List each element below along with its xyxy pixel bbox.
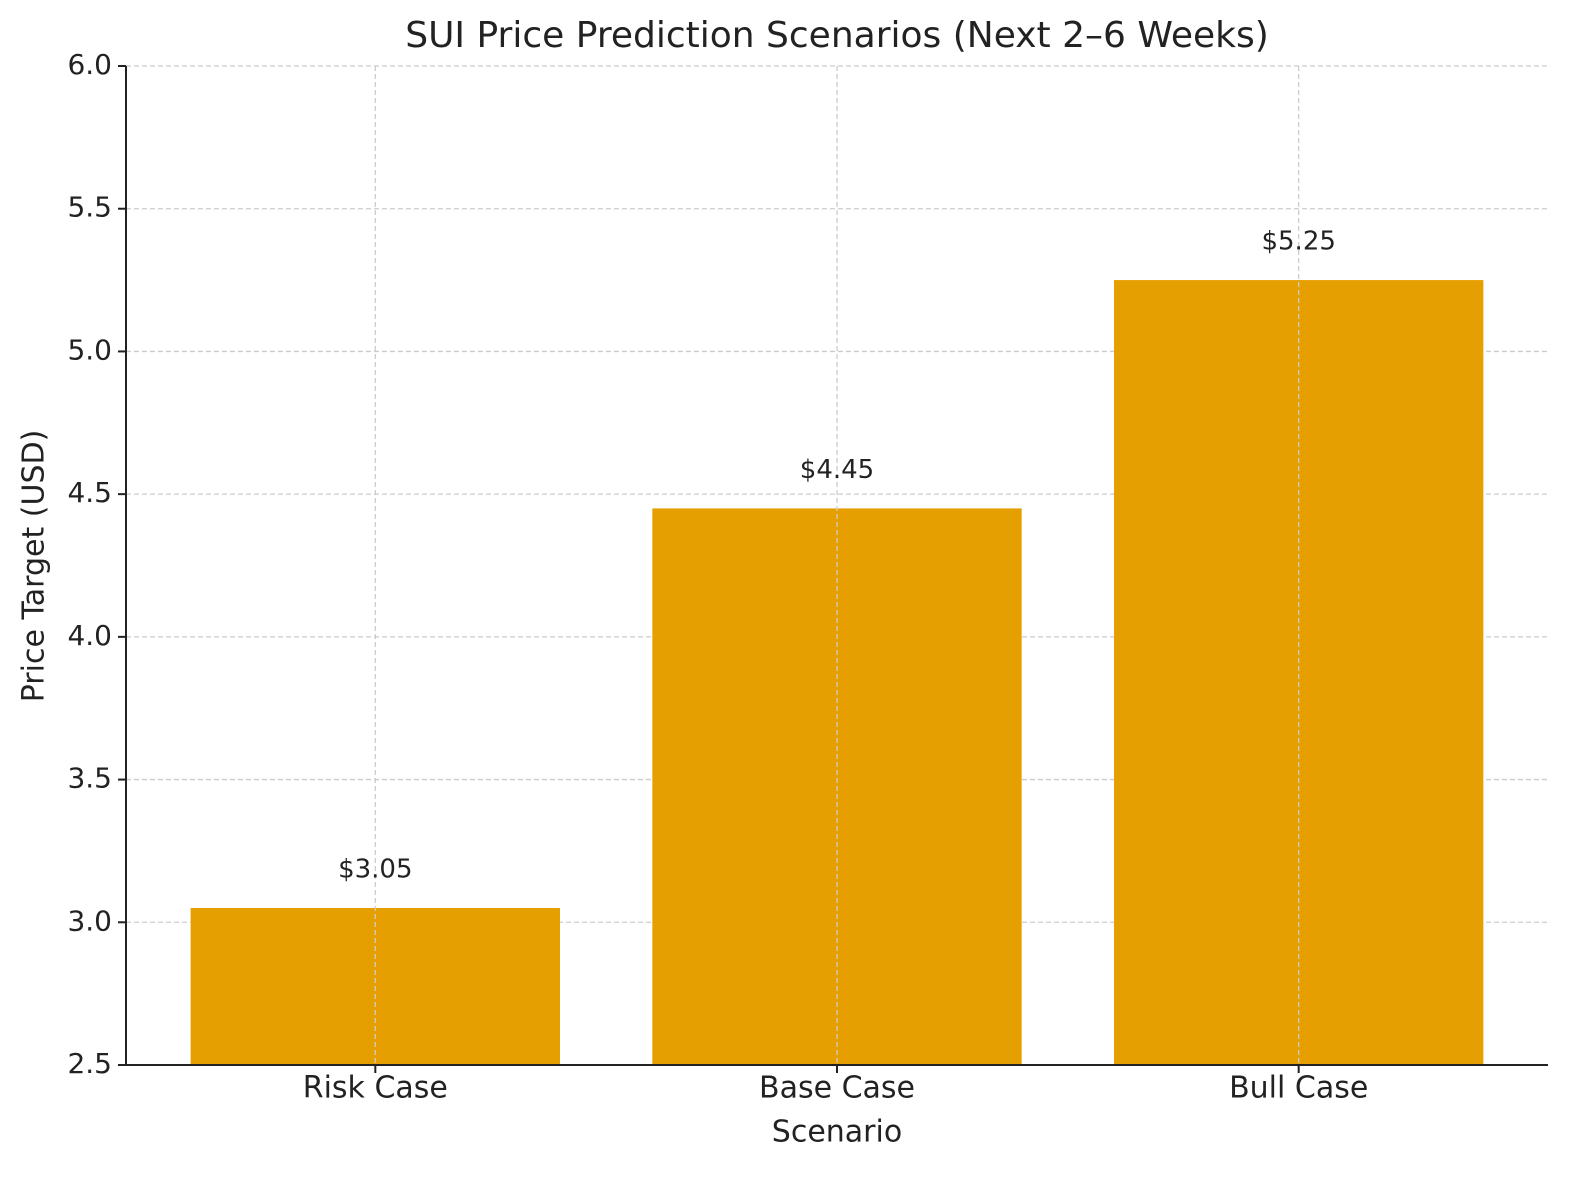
y-tick-label: 6.0	[67, 48, 112, 81]
y-tick-label: 4.0	[67, 619, 112, 652]
chart-title: SUI Price Prediction Scenarios (Next 2–6…	[405, 15, 1269, 56]
value-label: $5.25	[1261, 227, 1335, 257]
y-tick-label: 4.5	[67, 476, 112, 509]
x-tick-label: Base Case	[759, 1071, 915, 1106]
value-label: $3.05	[338, 855, 412, 885]
y-tick-label: 3.0	[67, 904, 112, 937]
x-tick-label: Bull Case	[1229, 1071, 1368, 1106]
y-tick-label: 5.5	[67, 191, 112, 224]
value-label: $4.45	[800, 455, 874, 485]
y-axis-label: Price Target (USD)	[17, 430, 52, 703]
x-axis-label: Scenario	[772, 1115, 902, 1150]
y-tick-label: 2.5	[67, 1047, 112, 1080]
y-tick-label: 5.0	[67, 333, 112, 366]
x-tick-label: Risk Case	[303, 1071, 448, 1106]
y-tick-label: 3.5	[67, 762, 112, 795]
